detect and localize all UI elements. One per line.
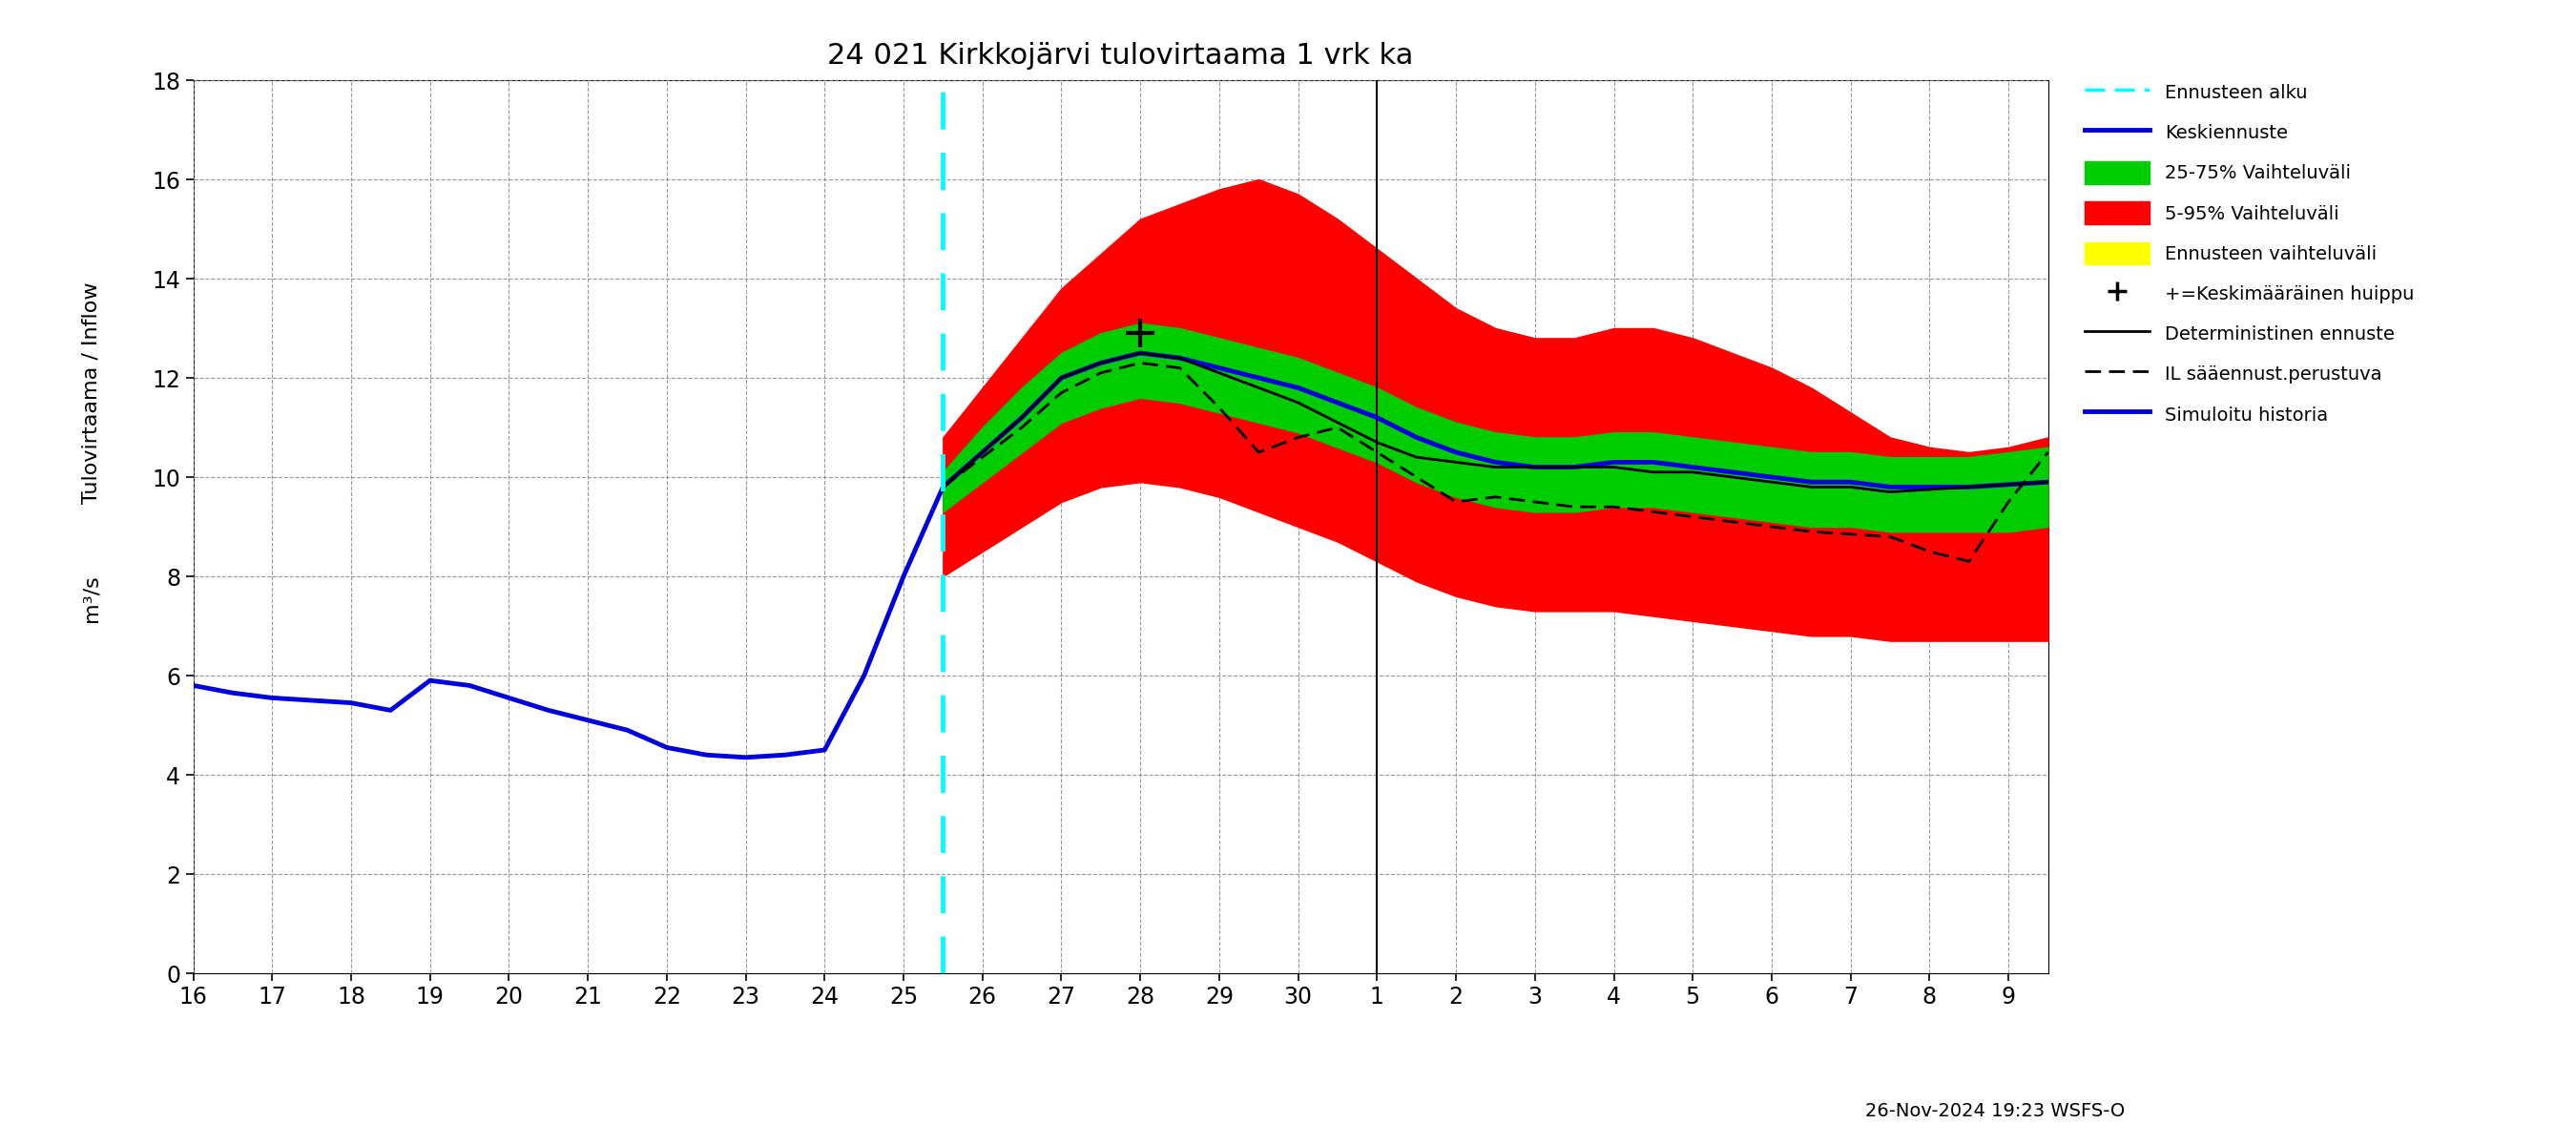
Text: m³/s: m³/s <box>82 575 100 622</box>
Legend: Ennusteen alku, Keskiennuste, 25-75% Vaihteluväli, 5-95% Vaihteluväli, Ennusteen: Ennusteen alku, Keskiennuste, 25-75% Vai… <box>2076 72 2424 435</box>
Title: 24 021 Kirkkojärvi tulovirtaama 1 vrk ka: 24 021 Kirkkojärvi tulovirtaama 1 vrk ka <box>827 42 1414 70</box>
Text: Tulovirtaama / Inflow: Tulovirtaama / Inflow <box>82 282 100 504</box>
Text: 26-Nov-2024 19:23 WSFS-O: 26-Nov-2024 19:23 WSFS-O <box>1865 1101 2125 1120</box>
